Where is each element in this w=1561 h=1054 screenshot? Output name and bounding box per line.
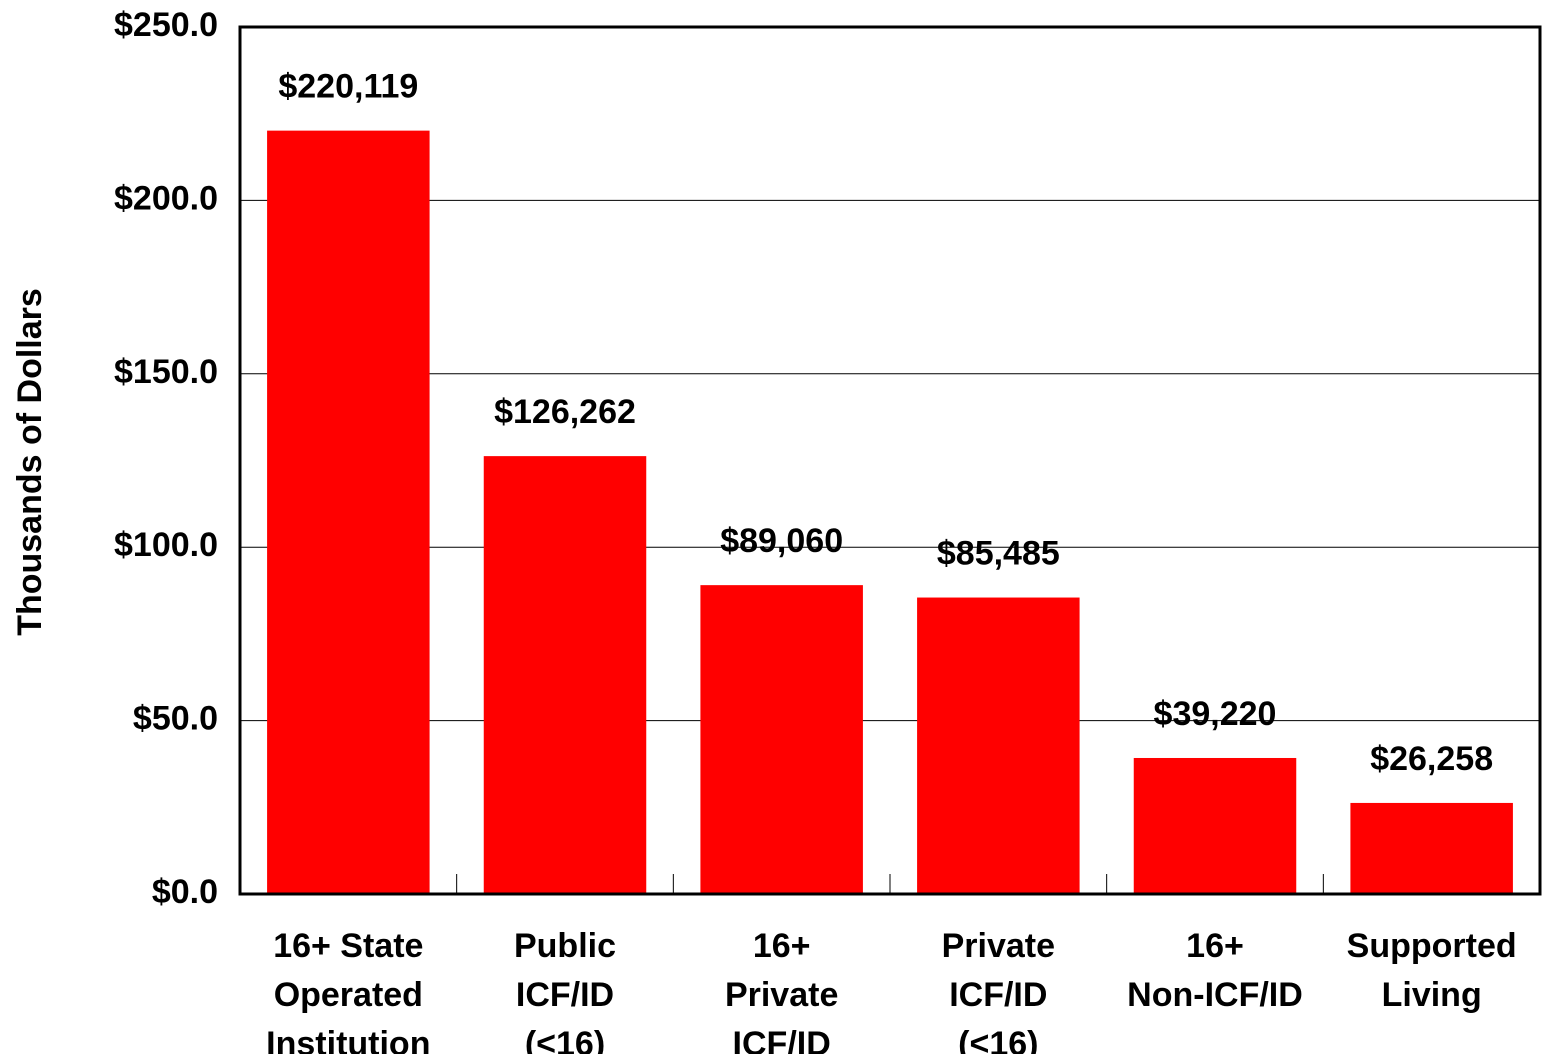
x-tick-label: ICF/ID: [949, 976, 1047, 1014]
value-label: $89,060: [720, 522, 843, 560]
x-tick-label: Private: [942, 927, 1055, 965]
value-label: $85,485: [937, 535, 1060, 573]
y-axis-title: Thousands of Dollars: [11, 288, 49, 636]
value-label: $126,262: [494, 393, 636, 431]
x-tick-label: 16+: [753, 927, 811, 965]
value-label: $39,220: [1154, 695, 1277, 733]
y-tick-label: $50.0: [133, 700, 218, 738]
x-tick-label: Private: [725, 976, 838, 1014]
x-tick-label: ICF/ID: [516, 976, 614, 1014]
x-tick-label: 16+ State: [273, 927, 423, 965]
y-tick-label: $100.0: [114, 526, 218, 564]
bar: [1350, 802, 1513, 894]
x-tick-label: 16+: [1186, 927, 1244, 965]
bar: [267, 130, 430, 894]
y-tick-label: $250.0: [114, 6, 218, 44]
x-tick-label: ICF/ID: [733, 1025, 831, 1054]
x-tick-label: Institution: [266, 1025, 430, 1054]
x-tick-label: Living: [1382, 976, 1482, 1014]
x-tick-label: Operated: [274, 976, 423, 1014]
y-tick-label: $200.0: [114, 179, 218, 217]
value-label: $220,119: [278, 68, 418, 106]
y-tick-label: $0.0: [152, 873, 218, 911]
x-tick-label: Public: [514, 927, 616, 965]
x-tick-label: (<16): [525, 1025, 605, 1054]
bar: [1133, 757, 1297, 894]
value-label: $26,258: [1370, 740, 1493, 778]
x-tick-label: (<16): [958, 1025, 1038, 1054]
bar: [700, 585, 863, 894]
plot-frame: [238, 25, 1542, 896]
y-tick-label: $150.0: [114, 353, 218, 391]
bar: [917, 597, 1080, 894]
bar: [483, 456, 647, 894]
x-tick-label: Supported: [1347, 927, 1517, 965]
x-tick-label: Non-ICF/ID: [1127, 976, 1303, 1014]
